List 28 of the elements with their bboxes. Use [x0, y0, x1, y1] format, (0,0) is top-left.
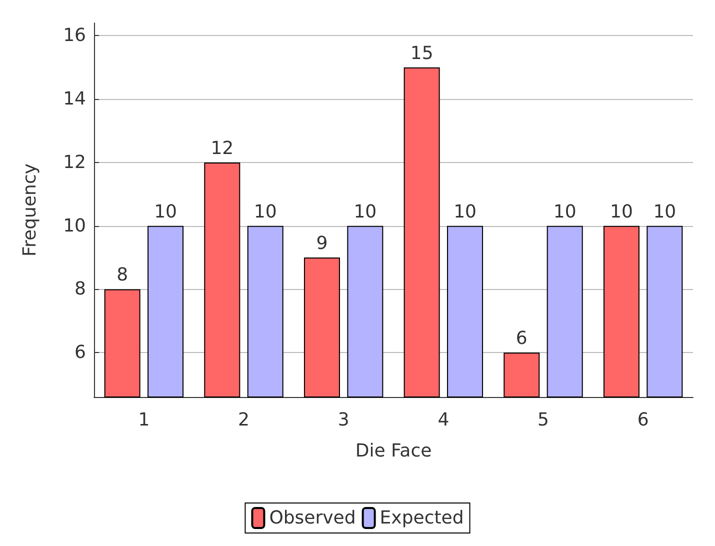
data-label: 10 [354, 201, 377, 222]
x-tick-label: 1 [138, 410, 150, 430]
data-label: 10 [154, 201, 177, 222]
y-tick-label: 12 [63, 152, 86, 173]
legend-label: Expected [380, 508, 464, 528]
y-axis-title: Frequency [20, 163, 40, 256]
data-label: 10 [454, 201, 476, 222]
data-label: 8 [116, 264, 128, 286]
y-tick-label: 6 [74, 342, 86, 364]
data-label: 9 [316, 233, 328, 254]
data-label: 10 [254, 201, 277, 222]
x-tick-label: 2 [238, 410, 250, 430]
y-tick-label: 10 [63, 215, 86, 236]
data-label: 10 [553, 201, 576, 222]
y-tick-label: 16 [63, 25, 86, 46]
x-tick-label: 3 [338, 410, 350, 430]
data-label: 6 [516, 328, 528, 350]
x-tick-label: 5 [538, 410, 549, 430]
x-axis-title: Die Face [355, 440, 432, 462]
x-tick-label: 6 [637, 410, 649, 430]
data-label: 10 [653, 201, 676, 222]
data-label: 10 [610, 201, 633, 222]
data-label: 12 [210, 138, 234, 159]
x-tick-label: 4 [438, 410, 450, 430]
y-tick-label: 14 [63, 88, 86, 110]
legend-label: Observed [269, 508, 356, 528]
data-label: 15 [410, 42, 434, 64]
y-tick-label: 8 [74, 278, 86, 300]
